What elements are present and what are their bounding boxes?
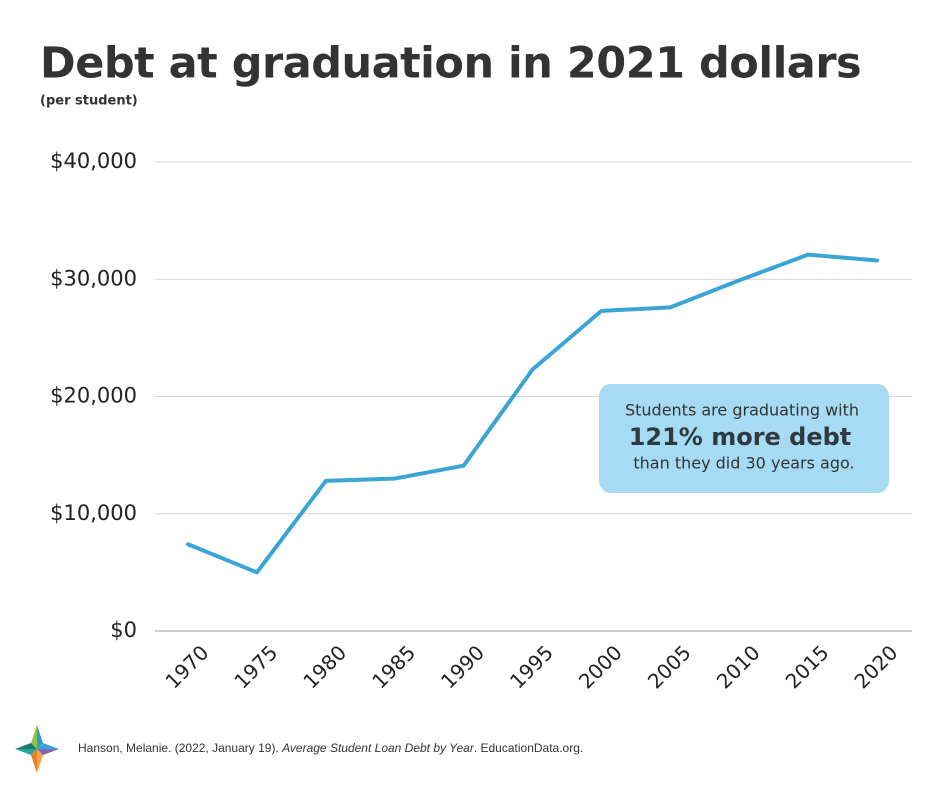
x-tick-label: 1980 [298, 640, 351, 693]
source-authors: Hanson, Melanie. (2022, January 19). [78, 741, 282, 755]
x-tick-label: 1995 [505, 640, 558, 693]
annotation-text: than they did 30 years ago. [633, 454, 854, 473]
x-tick-label: 2020 [849, 640, 902, 693]
x-tick-label: 2005 [643, 640, 696, 693]
y-tick-label: $0 [110, 618, 137, 642]
annotation-highlight: 121% more debt [629, 423, 852, 451]
y-tick-label: $30,000 [50, 266, 137, 290]
x-tick-label: 1970 [160, 640, 213, 693]
annotation-box [599, 384, 889, 493]
logo [15, 725, 59, 773]
x-tick-label: 2000 [574, 640, 627, 693]
chart-subtitle: (per student) [40, 94, 138, 109]
x-tick-label: 1990 [436, 640, 489, 693]
y-tick-label: $10,000 [50, 501, 137, 525]
x-tick-label: 1975 [229, 640, 282, 693]
source-publisher: . EducationData.org. [474, 741, 583, 755]
x-tick-label: 2015 [781, 640, 834, 693]
chart-title: Debt at graduation in 2021 dollars [40, 39, 861, 89]
x-tick-label: 2010 [712, 640, 765, 693]
source-work: Average Student Loan Debt by Year [281, 741, 475, 755]
data-line [186, 252, 879, 575]
y-tick-label: $40,000 [50, 149, 137, 173]
y-tick-label: $20,000 [50, 384, 137, 408]
x-tick-label: 1985 [367, 640, 420, 693]
source: Hanson, Melanie. (2022, January 19). Ave… [78, 741, 583, 755]
annotation-text: Students are graduating with [625, 401, 859, 420]
